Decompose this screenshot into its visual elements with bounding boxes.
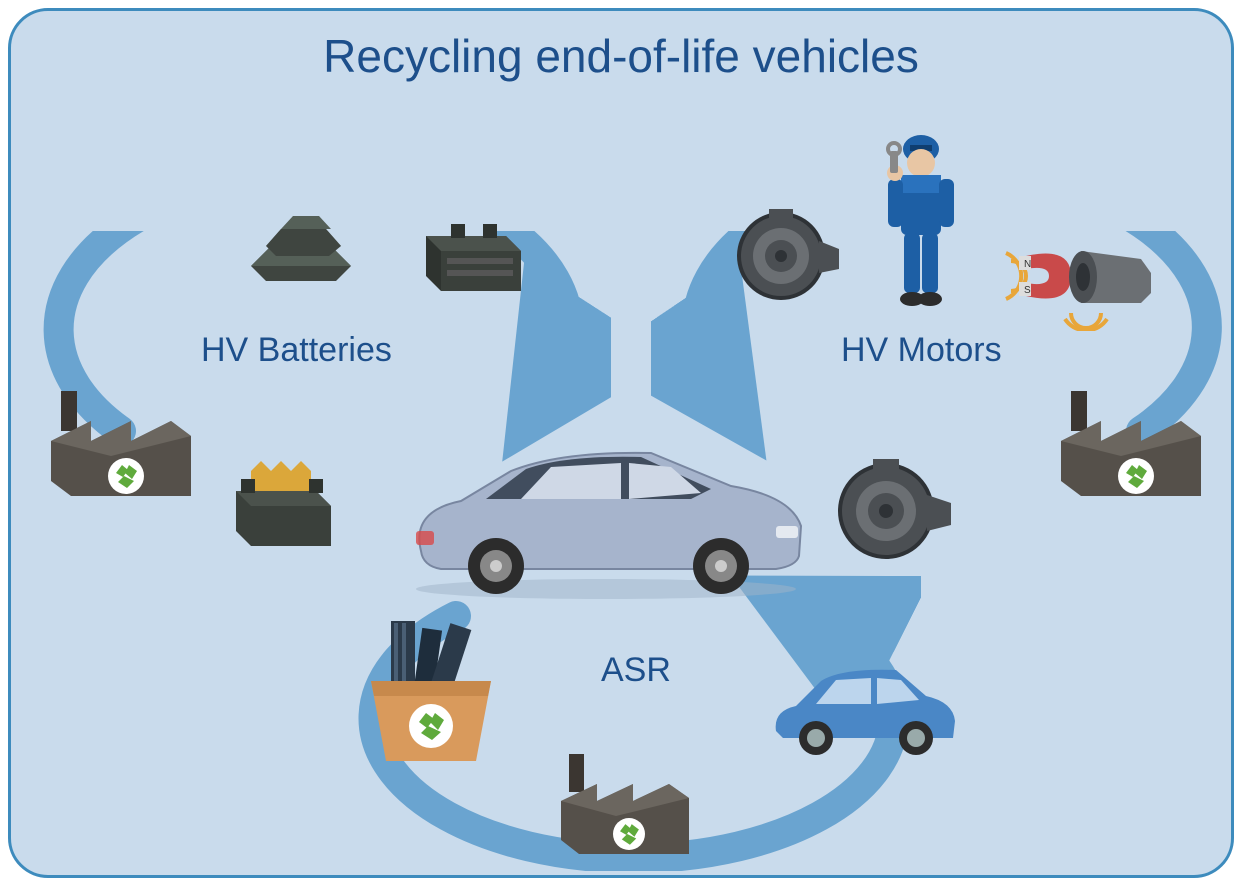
svg-text:S: S: [1024, 285, 1031, 296]
motors-label: HV Motors: [841, 331, 1002, 370]
battery-pack-icon: [411, 206, 531, 301]
svg-text:N: N: [1024, 259, 1031, 270]
diagram-frame: Recycling end-of-life vehicles HV Batter…: [8, 8, 1234, 878]
page-title: Recycling end-of-life vehicles: [11, 29, 1231, 83]
batteries-label: HV Batteries: [201, 331, 392, 370]
metal-ingots-icon: [241, 211, 361, 286]
blue-car-icon: [761, 656, 961, 766]
magnet-extractor-icon: N S: [991, 221, 1161, 331]
hybrid-car-icon: [391, 441, 821, 601]
scrap-bin-icon: [356, 611, 506, 771]
recycling-factory-right-icon: [1051, 381, 1211, 511]
motor-top-icon: [731, 201, 851, 306]
motor-bottom-icon: [831, 451, 961, 566]
used-battery-icon: [221, 451, 341, 556]
recycling-factory-left-icon: [41, 381, 201, 511]
worker-icon: [866, 121, 976, 311]
recycling-factory-bottom-icon: [551, 746, 701, 866]
asr-label: ASR: [601, 651, 671, 690]
